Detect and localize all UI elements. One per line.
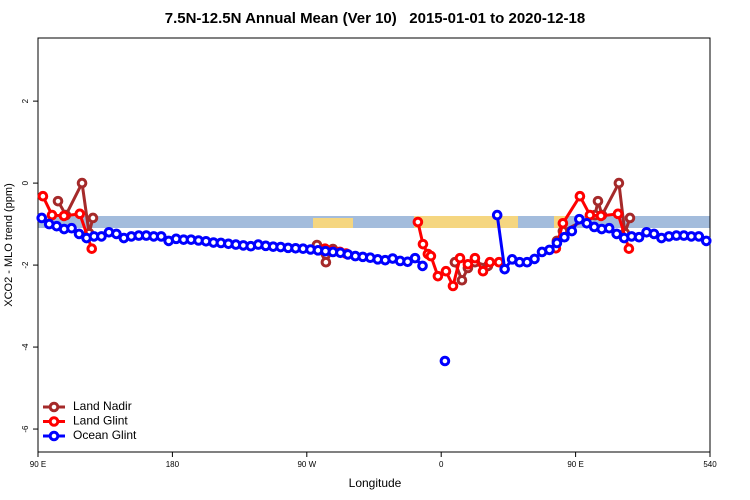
plot-frame	[37, 37, 711, 453]
point	[425, 250, 437, 262]
point	[612, 208, 624, 220]
point	[595, 210, 607, 222]
point	[447, 280, 459, 292]
point	[155, 231, 167, 242]
legend-label: Land Glint	[73, 414, 128, 428]
y-tick-label: 2	[21, 98, 30, 103]
x-tick-label: 90 E	[567, 460, 583, 469]
point	[499, 263, 510, 275]
point	[456, 274, 468, 286]
point	[409, 252, 421, 264]
point	[412, 216, 424, 228]
point	[592, 195, 604, 207]
point	[36, 212, 48, 224]
point	[73, 228, 85, 240]
chart-title: 7.5N-12.5N Annual Mean (Ver 10) 2015-01-…	[165, 10, 585, 27]
point	[648, 228, 660, 240]
point	[559, 231, 570, 243]
point	[693, 231, 705, 242]
point	[462, 258, 474, 270]
point	[584, 209, 596, 221]
point	[46, 209, 58, 221]
point	[613, 177, 625, 189]
point	[624, 212, 636, 224]
legend-label: Ocean Glint	[73, 428, 137, 442]
ocean-strip	[38, 216, 710, 228]
y-tick-label: -2	[21, 261, 30, 269]
legend-marker	[48, 430, 60, 442]
x-tick-label: 90 W	[297, 460, 316, 469]
legend-marker	[48, 401, 60, 413]
point	[484, 256, 496, 268]
x-tick-label: 0	[439, 460, 444, 469]
point	[76, 177, 88, 189]
point	[611, 228, 622, 240]
point	[574, 190, 586, 202]
y-tick-label: 0	[21, 180, 30, 185]
point	[454, 252, 466, 264]
point	[623, 243, 635, 254]
x-axis-label: Longitude	[349, 476, 402, 490]
point	[86, 243, 98, 254]
y-tick-label: -4	[21, 343, 30, 351]
point	[551, 237, 563, 249]
point	[566, 225, 578, 237]
point	[574, 213, 585, 225]
legend-marker	[48, 416, 60, 427]
x-tick-label: 180	[166, 460, 180, 469]
y-axis-label: XCO2 - MLO trend (ppm)	[3, 183, 15, 306]
point	[432, 270, 444, 282]
point	[417, 260, 428, 272]
x-tick-label: 540	[703, 460, 717, 469]
point	[439, 355, 451, 367]
point	[96, 231, 107, 242]
point	[87, 212, 99, 224]
point	[477, 265, 489, 277]
point	[417, 238, 429, 250]
point	[529, 253, 540, 265]
legend-label: Land Nadir	[73, 399, 132, 413]
point	[37, 190, 49, 202]
point	[111, 228, 122, 240]
point	[544, 244, 555, 256]
point	[700, 235, 712, 247]
x-tick-label: 90 E	[30, 460, 46, 469]
point	[603, 222, 615, 234]
land-strip	[313, 218, 353, 228]
point	[469, 252, 481, 264]
point	[58, 210, 70, 222]
point	[52, 195, 64, 207]
point	[74, 208, 86, 220]
y-tick-label: -6	[21, 425, 30, 433]
point	[491, 209, 503, 221]
point	[633, 231, 645, 243]
point	[66, 222, 77, 234]
point	[557, 217, 569, 229]
point	[320, 256, 332, 268]
land-strip	[414, 216, 518, 228]
point	[440, 265, 452, 277]
